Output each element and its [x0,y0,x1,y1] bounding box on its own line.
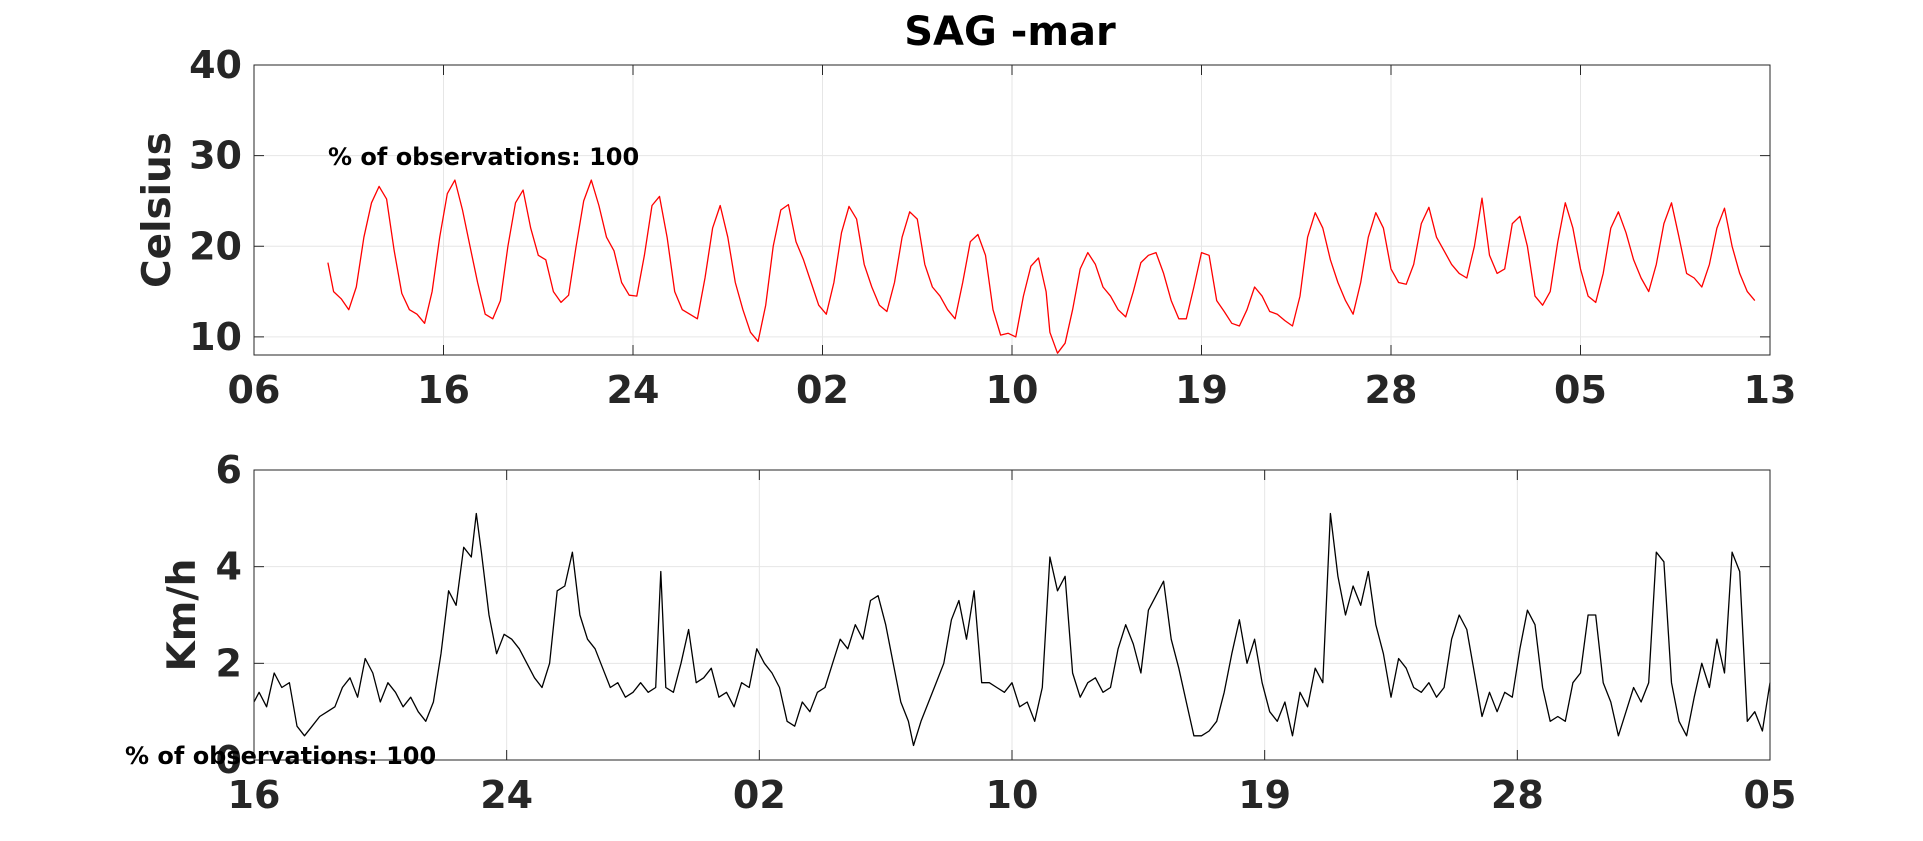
series-line [253,512,1771,747]
figure-title: SAG -mar [904,9,1116,55]
x-tick-label: 16 [228,773,281,817]
wind-speed-observations-annotation: % of observations: 100 [125,742,436,770]
series-line [327,179,1756,354]
x-tick-label: 28 [1491,773,1544,817]
x-tick-label: 02 [733,773,786,817]
x-tick-label: 28 [1365,368,1418,412]
y-tick-label: 2 [216,641,242,685]
x-tick-label: 02 [796,368,849,412]
y-tick-label: 20 [189,224,242,268]
x-tick-label: 19 [1238,773,1291,817]
x-tick-label: 16 [417,368,470,412]
x-tick-label: 10 [986,773,1039,817]
y-tick-label: 6 [216,448,242,492]
temperature-y-axis-label: Celsius [135,132,180,288]
temperature-ticks: 06 16 24 02 10 19 28 05 13 10 20 30 40 [189,43,1796,412]
y-tick-label: 10 [189,315,242,359]
y-tick-label: 40 [189,43,242,87]
x-tick-label: 24 [607,368,660,412]
y-tick-label: 0 [216,738,242,782]
x-tick-label: 05 [1554,368,1607,412]
x-tick-label: 13 [1744,368,1797,412]
temperature-plot-frame [253,64,1771,356]
y-tick-label: 4 [216,545,242,589]
wind-speed-series [253,512,1771,747]
x-tick-label: 10 [986,368,1039,412]
x-tick-label: 24 [480,773,533,817]
x-tick-label: 05 [1744,773,1797,817]
temperature-chart: 06 16 24 02 10 19 28 05 13 10 20 30 40 Celsius % of … [135,43,1796,412]
x-tick-label: 06 [228,368,281,412]
wind-speed-plot-frame [253,469,1771,761]
wind-speed-y-axis-label: Km/h [160,559,205,672]
temperature-observations-annotation: % of observations: 100 [328,143,639,171]
x-tick-label: 19 [1175,368,1228,412]
temperature-series [327,179,1756,354]
y-tick-label: 30 [189,134,242,178]
